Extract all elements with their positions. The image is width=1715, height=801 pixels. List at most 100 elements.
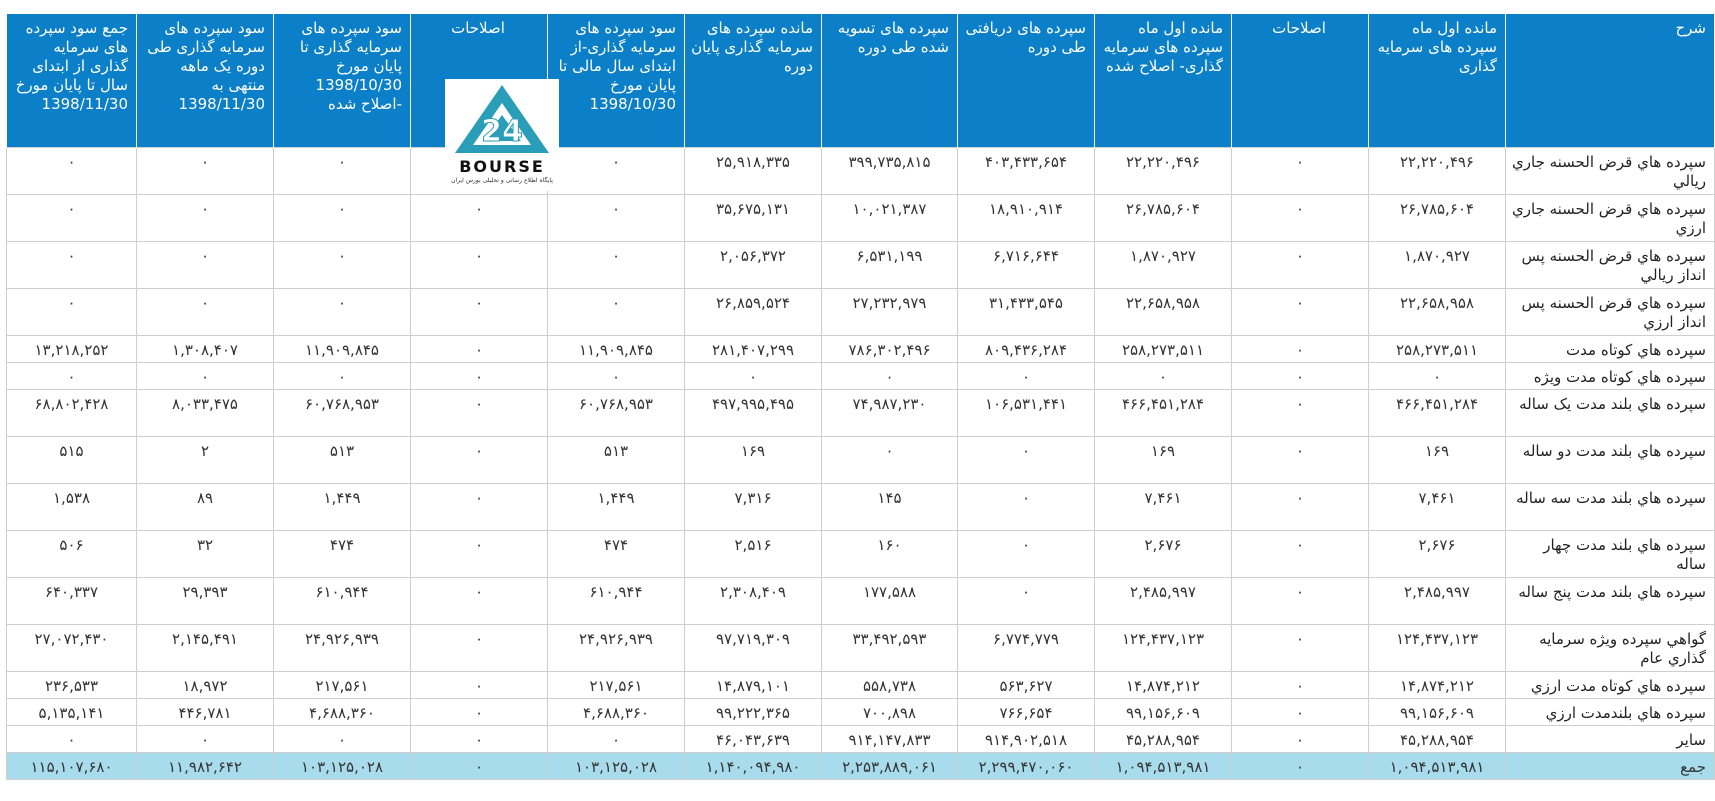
logo-tagline: پایگاه اطلاع رسانی و تحلیلی بورس ایران	[451, 177, 553, 184]
table-cell: ۰	[273, 361, 411, 390]
col-header-adjustments: اصلاحات	[1231, 14, 1369, 147]
table-cell: ۰	[410, 529, 548, 578]
table-cell: ۲۹,۳۹۳	[136, 576, 274, 625]
row-description: سپرده هاي بلند مدت چهار ساله	[1505, 529, 1715, 578]
table-cell: ۳۱,۴۳۳,۵۴۵	[957, 287, 1095, 336]
col-header-opening-balance: مانده اول ماه سپرده های سرمایه گذاری	[1368, 14, 1506, 147]
table-cell: ۹۹,۱۵۶,۶۰۹	[1368, 697, 1506, 726]
table-row: سپرده هاي بلند مدت سه ساله ۷,۴۶۱ ۰ ۷,۴۶۱ ۰ ۱۴…	[6, 482, 1715, 531]
logo-triangle-icon: 24	[455, 85, 549, 153]
table-cell: ۲۶,۷۸۵,۶۰۴	[1094, 193, 1232, 242]
table-cell: ۲۶,۸۵۹,۵۲۴	[684, 287, 822, 336]
row-description: سپرده هاي بلند مدت پنج ساله	[1505, 576, 1715, 625]
logo-brand-text: BOURSE	[459, 157, 545, 176]
table-cell: ۲۴,۹۲۶,۹۳۹	[273, 623, 411, 672]
row-description: سپرده هاي بلند مدت يک ساله	[1505, 388, 1715, 437]
table-cell: ۶۸,۸۰۲,۴۲۸	[6, 388, 137, 437]
table-cell: ۰	[957, 482, 1095, 531]
table-cell: ۰	[273, 240, 411, 289]
table-cell: ۰	[410, 361, 548, 390]
table-cell: ۶,۷۱۶,۶۴۴	[957, 240, 1095, 289]
table-cell: ۲۷,۰۷۲,۴۳۰	[6, 623, 137, 672]
table-row: سپرده هاي بلند مدت پنج ساله ۲,۴۸۵,۹۹۷ ۰ ۲,۴…	[6, 576, 1715, 625]
table-cell: ۲۵,۹۱۸,۳۳۵	[684, 146, 822, 195]
table-row: ساير ۴۵,۲۸۸,۹۵۴ ۰ ۴۵,۲۸۸,۹۵۴ ۹۱۴,۹۰۲,۵۱۸ ۹۱۴,…	[6, 724, 1715, 753]
table-cell: ۷۰۰,۸۹۸	[821, 697, 958, 726]
table-cell: ۲,۴۸۵,۹۹۷	[1368, 576, 1506, 625]
table-cell: ۱,۵۳۸	[6, 482, 137, 531]
table-cell: ۲,۰۵۶,۳۷۲	[684, 240, 822, 289]
row-description: سپرده هاي قرض الحسنه پس انداز ريالي	[1505, 240, 1715, 289]
table-cell: ۰	[410, 287, 548, 336]
table-cell: ۷,۴۶۱	[1094, 482, 1232, 531]
col-header-opening-balance-adjusted: مانده اول ماه سپرده های سرمایه گذاری- اص…	[1094, 14, 1232, 147]
table-cell: ۰	[1231, 623, 1369, 672]
table-row: سپرده هاي قرض الحسنه پس انداز ارزي ۲۲,۶۵۸…	[6, 287, 1715, 336]
total-label: جمع	[1505, 751, 1715, 780]
row-description: سپرده هاي بلند مدت سه ساله	[1505, 482, 1715, 531]
table-cell: ۴۶,۰۴۳,۶۳۹	[684, 724, 822, 753]
table-cell: ۵۰۶	[6, 529, 137, 578]
table-cell: ۹۱۴,۱۴۷,۸۳۳	[821, 724, 958, 753]
table-cell: ۲۵۸,۲۷۳,۵۱۱	[1368, 334, 1506, 363]
table-cell: ۶۱۰,۹۴۴	[547, 576, 685, 625]
row-description: گواهي سپرده ويژه سرمايه گذاري عام	[1505, 623, 1715, 672]
table-cell: ۷,۴۶۱	[1368, 482, 1506, 531]
table-cell: ۸,۰۳۳,۴۷۵	[136, 388, 274, 437]
table-cell: ۹۹,۱۵۶,۶۰۹	[1094, 697, 1232, 726]
table-cell: ۰	[410, 482, 548, 531]
table-cell: ۱۴۵	[821, 482, 958, 531]
table-row: سپرده هاي قرض الحسنه جاري ريالي ۲۲,۲۲۰,۴۹…	[6, 146, 1715, 195]
col-header-settled-deposits: سپرده های تسویه شده طی دوره	[821, 14, 958, 147]
table-row: سپرده هاي بلندمدت ارزي ۹۹,۱۵۶,۶۰۹ ۰ ۹۹,۱۵۶,…	[6, 697, 1715, 726]
table-cell: ۲۸۱,۴۰۷,۲۹۹	[684, 334, 822, 363]
table-cell: ۱۶۰	[821, 529, 958, 578]
table-cell: ۶۱۰,۹۴۴	[273, 576, 411, 625]
table-cell: ۰	[6, 361, 137, 390]
table-cell: ۰	[410, 623, 548, 672]
table-cell: ۵۱۳	[273, 435, 411, 484]
table-cell: ۱۱,۹۰۹,۸۴۵	[273, 334, 411, 363]
col-header-profit-adjusted: سود سپرده های سرمایه گذاری تا پایان مورخ…	[273, 14, 411, 147]
table-cell: ۱۶۹	[1094, 435, 1232, 484]
table-cell: ۲۲,۲۲۰,۴۹۶	[1094, 146, 1232, 195]
table-cell: ۲	[136, 435, 274, 484]
table-cell: ۱۲۴,۴۳۷,۱۲۳	[1368, 623, 1506, 672]
table-cell: ۱,۸۷۰,۹۲۷	[1368, 240, 1506, 289]
table-cell: ۰	[1231, 388, 1369, 437]
table-cell: ۰	[1231, 529, 1369, 578]
table-cell: ۲,۶۷۶	[1368, 529, 1506, 578]
table-cell: ۰	[1231, 240, 1369, 289]
table-cell: ۲,۳۰۸,۴۰۹	[684, 576, 822, 625]
table-cell: ۲۷,۲۳۲,۹۷۹	[821, 287, 958, 336]
table-cell: ۳۳,۴۹۲,۵۹۳	[821, 623, 958, 672]
row-description: سپرده هاي کوتاه مدت	[1505, 334, 1715, 363]
table-cell: ۲۲,۲۲۰,۴۹۶	[1368, 146, 1506, 195]
table-cell: ۰	[273, 287, 411, 336]
table-cell: ۴۴۶,۷۸۱	[136, 697, 274, 726]
table-cell: ۰	[410, 724, 548, 753]
table-cell: ۹۷,۷۱۹,۳۰۹	[684, 623, 822, 672]
table-cell: ۰	[1094, 361, 1232, 390]
row-description: ساير	[1505, 724, 1715, 753]
table-cell: ۱۴,۸۷۴,۲۱۲	[1094, 670, 1232, 699]
table-cell: ۴۵,۲۸۸,۹۵۴	[1094, 724, 1232, 753]
table-cell: ۲۱۷,۵۶۱	[547, 670, 685, 699]
table-cell: ۱۱,۹۰۹,۸۴۵	[547, 334, 685, 363]
table-cell: ۰	[6, 193, 137, 242]
table-cell: ۰	[410, 576, 548, 625]
table-cell: ۶۰,۷۶۸,۹۵۳	[273, 388, 411, 437]
total-cell: ۱۱۵,۱۰۷,۶۸۰	[6, 751, 137, 780]
table-body: سپرده هاي قرض الحسنه جاري ريالي ۲۲,۲۲۰,۴۹…	[6, 146, 1715, 780]
table-cell: ۴۶۶,۴۵۱,۲۸۴	[1094, 388, 1232, 437]
table-cell: ۴۹۷,۹۹۵,۴۹۵	[684, 388, 822, 437]
table-cell: ۰	[684, 361, 822, 390]
row-description: سپرده هاي قرض الحسنه جاري ارزي	[1505, 193, 1715, 242]
table-cell: ۷۴,۹۸۷,۲۳۰	[821, 388, 958, 437]
table-cell: ۲,۱۴۵,۴۹۱	[136, 623, 274, 672]
table-cell: ۲,۵۱۶	[684, 529, 822, 578]
table-cell: ۰	[410, 388, 548, 437]
table-cell: ۰	[273, 146, 411, 195]
total-cell: ۱۰۳,۱۲۵,۰۲۸	[547, 751, 685, 780]
table-cell: ۰	[547, 287, 685, 336]
